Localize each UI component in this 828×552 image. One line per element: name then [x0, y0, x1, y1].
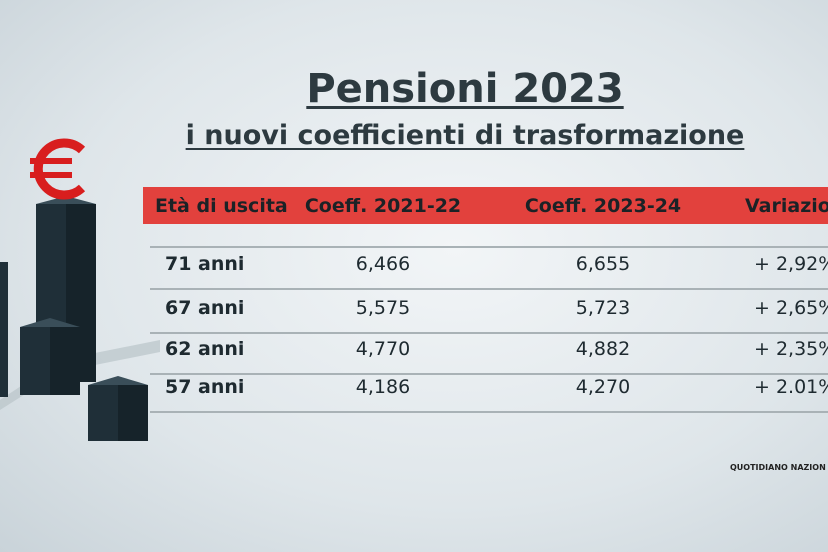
cell: 4,186 [355, 376, 411, 398]
column-header: Variazio [745, 195, 828, 217]
cell: 6,466 [355, 253, 411, 275]
title: Pensioni 2023 [306, 66, 624, 112]
cell: + 2,92% [754, 253, 828, 275]
cell: + 2.01% [754, 376, 828, 398]
row-divider [150, 332, 828, 334]
row-divider [150, 373, 828, 375]
subtitle: i nuovi coefficienti di trasformazione [185, 120, 745, 151]
row-label: 62 anni [165, 338, 245, 360]
header-bar [143, 187, 828, 224]
source: QUOTIDIANO NAZION [730, 463, 826, 472]
cell: 6,655 [575, 253, 631, 275]
cell: 5,575 [355, 297, 411, 319]
row-divider [150, 246, 828, 248]
cell: 4,270 [575, 376, 631, 398]
cell: 5,723 [575, 297, 631, 319]
column-header: Coeff. 2021-22 [304, 195, 462, 217]
cell: 4,882 [575, 338, 631, 360]
cell: 4,770 [355, 338, 411, 360]
row-divider [150, 288, 828, 290]
cell: + 2,65% [754, 297, 828, 319]
column-header: Coeff. 2023-24 [524, 195, 682, 217]
cell: + 2,35% [754, 338, 828, 360]
row-label: 71 anni [165, 253, 245, 275]
column-header: Età di uscita [155, 195, 288, 217]
row-label: 67 anni [165, 297, 245, 319]
row-divider [150, 411, 828, 413]
row-label: 57 anni [165, 376, 245, 398]
